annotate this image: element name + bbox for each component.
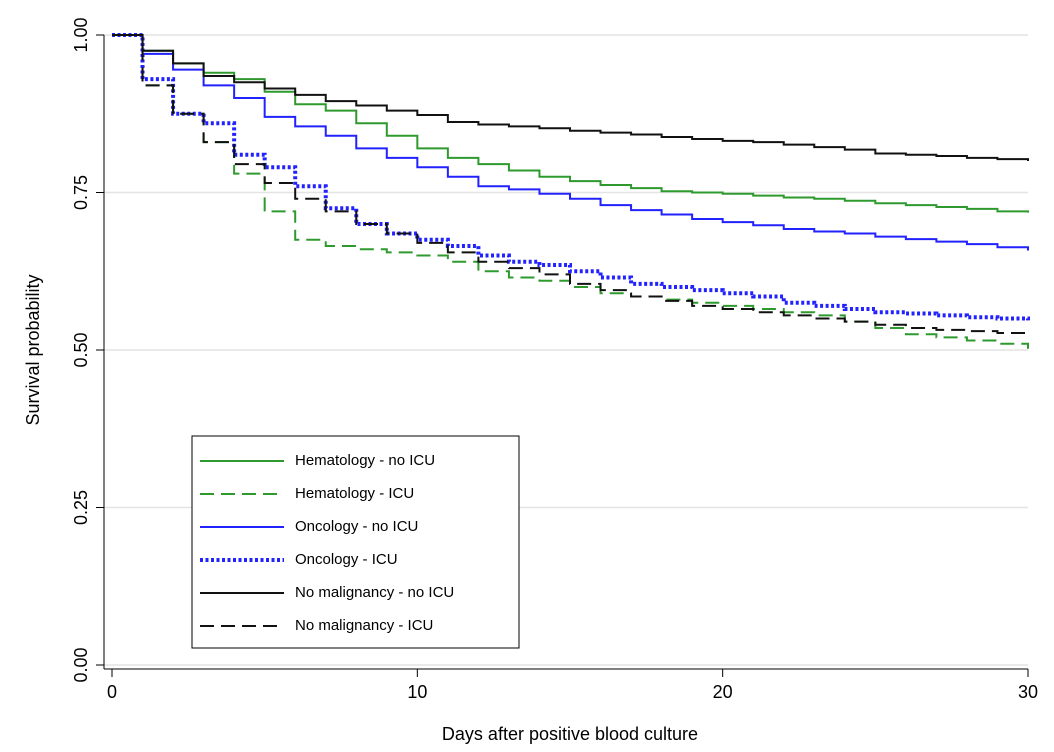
y-tick-label: 0.75 — [71, 175, 91, 210]
legend-label: Hematology - ICU — [295, 485, 414, 502]
survival-line — [112, 34, 1029, 161]
legend-label: Hematology - no ICU — [295, 452, 435, 469]
legend-label: No malignancy - ICU — [295, 617, 433, 634]
legend-label: Oncology - ICU — [295, 551, 398, 568]
y-tick-label: 0.50 — [71, 332, 91, 367]
survival-line — [112, 34, 1029, 213]
y-tick-label: 0.25 — [71, 490, 91, 525]
legend-label: No malignancy - no ICU — [295, 584, 454, 601]
legend-box — [191, 435, 520, 649]
survival-line — [112, 34, 1029, 349]
legend: Hematology - no ICU Hematology - ICU Oncol… — [191, 435, 520, 649]
x-axis-title: Days after positive blood culture — [442, 724, 698, 744]
x-tick-label: 20 — [713, 682, 733, 702]
survival-line — [112, 34, 1029, 251]
x-tick-label: 0 — [107, 682, 117, 702]
y-axis-title: Survival probability — [23, 274, 43, 425]
legend-label: Oncology - no ICU — [295, 518, 418, 535]
survival-line — [112, 34, 1029, 335]
y-tick-label: 0.00 — [71, 647, 91, 682]
y-tick-label: 1.00 — [71, 17, 91, 52]
x-tick-label: 10 — [407, 682, 427, 702]
x-tick-label: 30 — [1018, 682, 1038, 702]
survival-line — [112, 33, 1030, 321]
